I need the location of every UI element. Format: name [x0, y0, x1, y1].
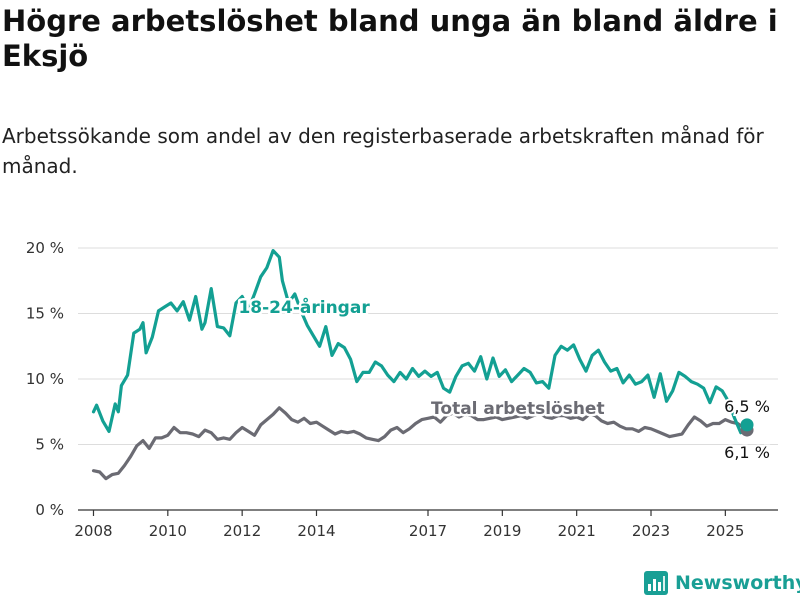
total-end-label: 6,1 %: [724, 443, 770, 462]
x-tick-label: 2012: [223, 522, 261, 540]
y-tick-label: 15 %: [26, 305, 64, 323]
x-tick-label: 2010: [149, 522, 187, 540]
bar-chart-logo-icon: [644, 571, 668, 595]
x-tick-label: 2025: [706, 522, 744, 540]
y-axis: 0 % 5 % 10 % 15 % 20 %: [26, 239, 64, 519]
y-tick-label: 20 %: [26, 239, 64, 257]
logo-text: Newsworthy: [675, 572, 800, 594]
chart-title: Högre arbetslöshet bland unga än bland ä…: [2, 4, 778, 73]
x-tick-label: 2014: [297, 522, 335, 540]
grid-layer: [78, 247, 778, 445]
series-line: [91, 249, 749, 435]
chart-subtitle: Arbetssökande som andel av den registerb…: [2, 124, 764, 178]
x-tick-label: 2019: [483, 522, 521, 540]
series-line: [91, 406, 749, 481]
series-annotation: Total arbetslöshet: [431, 399, 605, 419]
x-axis: 2008 2010 2012 2014 2017 2019 2021 2023 2025: [74, 509, 778, 540]
x-tick-label: 2008: [74, 522, 112, 540]
y-tick-label: 5 %: [35, 436, 64, 454]
y-tick-label: 0 %: [35, 501, 64, 519]
youth-end-label: 6,5 %: [724, 397, 770, 416]
x-tick-label: 2021: [558, 522, 596, 540]
line-chart: 2008 2010 2012 2014 2017 2019 2021 2023 2025 0 %…: [26, 239, 778, 540]
annotation-layer: 6,5 % 6,1 % 18-24-åringar Total arbetslöshe…: [236, 293, 772, 464]
x-tick-label: 2017: [409, 522, 447, 540]
y-tick-label: 10 %: [26, 370, 64, 388]
series-end-point: [740, 418, 754, 432]
series-annotation: 18-24-åringar: [238, 296, 370, 318]
series-layer: [91, 249, 754, 481]
newsworthy-logo: Newsworthy: [644, 568, 800, 598]
x-tick-label: 2023: [632, 522, 670, 540]
